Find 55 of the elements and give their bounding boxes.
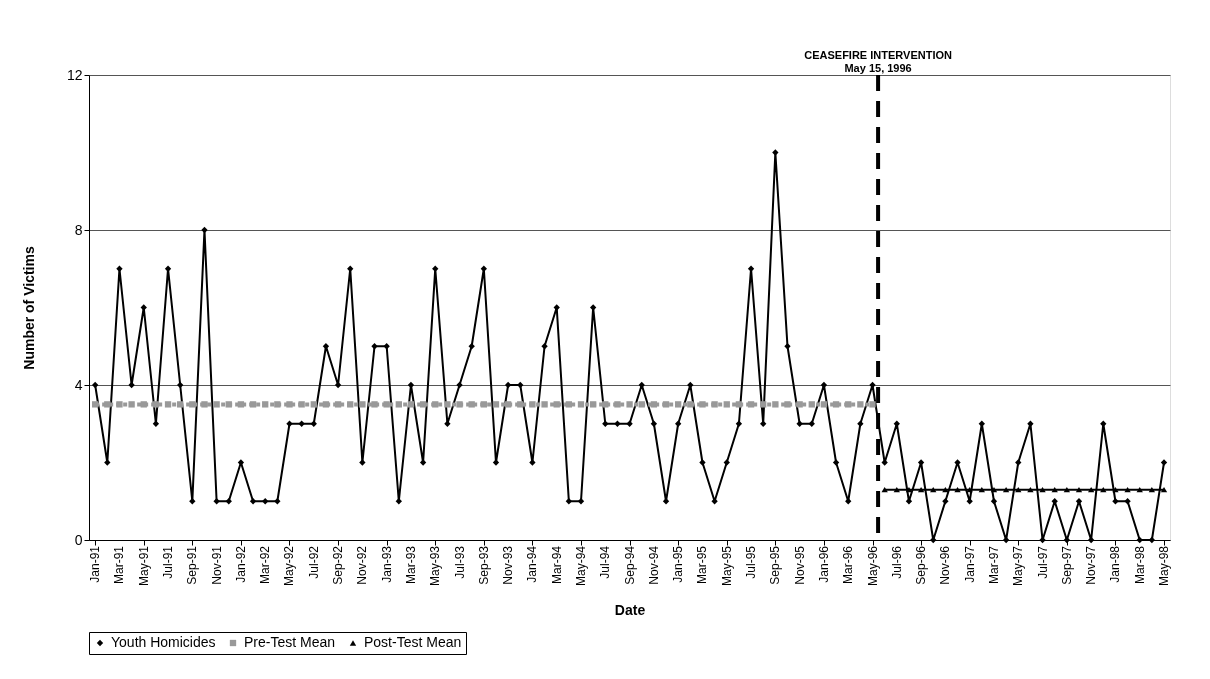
x-tick-label: May-96 [865, 545, 880, 587]
x-tick-label: Mar-92 [258, 545, 273, 585]
x-tick-label: Jul-94 [598, 545, 613, 579]
x-tick-label: Sep-95 [768, 545, 783, 585]
x-tick-label: Sep-92 [331, 545, 346, 585]
x-tick-label: Nov-94 [646, 545, 661, 585]
x-tick-label: Jan-92 [233, 545, 248, 583]
x-tick-label: Nov-93 [501, 545, 516, 585]
x-tick-label: Mar-91 [112, 545, 127, 585]
x-tick-label: Nov-91 [209, 545, 224, 585]
x-tick-label: Nov-95 [792, 545, 807, 585]
x-tick-label: Nov-92 [355, 545, 370, 585]
x-tick-label: May-91 [136, 545, 151, 587]
x-tick-label: Jul-92 [306, 545, 321, 579]
x-tick-label: Jul-97 [1035, 545, 1050, 579]
x-tick-label: Jan-95 [671, 545, 686, 583]
x-tick-label: Jan-98 [1108, 545, 1123, 583]
x-tick-label: Nov-96 [938, 545, 953, 585]
y-tick-label: 0 [74, 531, 83, 548]
legend-label: Post-Test Mean [364, 634, 462, 650]
x-tick-label: Jul-96 [889, 545, 904, 579]
x-tick-label: Jul-95 [744, 545, 759, 579]
x-tick-label: Jul-91 [161, 545, 176, 579]
x-tick-label: Jan-91 [88, 545, 103, 583]
ref-line-label: CEASEFIRE INTERVENTION May 15, 1996 [804, 49, 952, 74]
x-tick-label: Mar-93 [403, 545, 418, 585]
y-axis-title: Number of Victims [20, 246, 37, 370]
x-tick-label: Mar-97 [986, 545, 1001, 585]
y-tick-label: 8 [74, 221, 83, 238]
x-tick-label: Mar-98 [1132, 545, 1147, 585]
x-axis-title: Date [614, 602, 646, 618]
legend-label: Pre-Test Mean [244, 634, 336, 650]
x-tick-label: Jan-94 [525, 545, 540, 583]
legend-label: Youth Homicides [111, 634, 216, 650]
x-tick-label: May-92 [282, 545, 297, 587]
x-tick-label: Sep-96 [914, 545, 929, 585]
x-tick-label: May-97 [1011, 545, 1026, 587]
y-tick-label: 4 [74, 376, 83, 393]
x-tick-label: Jul-93 [452, 545, 467, 579]
x-tick-label: Sep-97 [1059, 545, 1074, 585]
x-tick-label: Sep-91 [185, 545, 200, 585]
x-tick-label: Mar-95 [695, 545, 710, 585]
x-tick-label: May-93 [428, 545, 443, 587]
x-tick-label: Sep-93 [476, 545, 491, 585]
y-tick-label: 12 [66, 66, 83, 83]
x-tick-label: Mar-96 [841, 545, 856, 585]
x-tick-label: Sep-94 [622, 545, 637, 585]
x-tick-label: Jan-97 [962, 545, 977, 583]
x-tick-label: May-94 [574, 545, 588, 587]
x-tick-label: May-95 [719, 545, 734, 587]
x-tick-label: May-98 [1157, 545, 1172, 587]
x-tick-label: Nov-97 [1084, 545, 1099, 585]
x-tick-label: Jan-96 [816, 545, 831, 583]
x-tick-label: Jan-93 [379, 545, 394, 583]
x-tick-label: Mar-94 [549, 545, 564, 585]
